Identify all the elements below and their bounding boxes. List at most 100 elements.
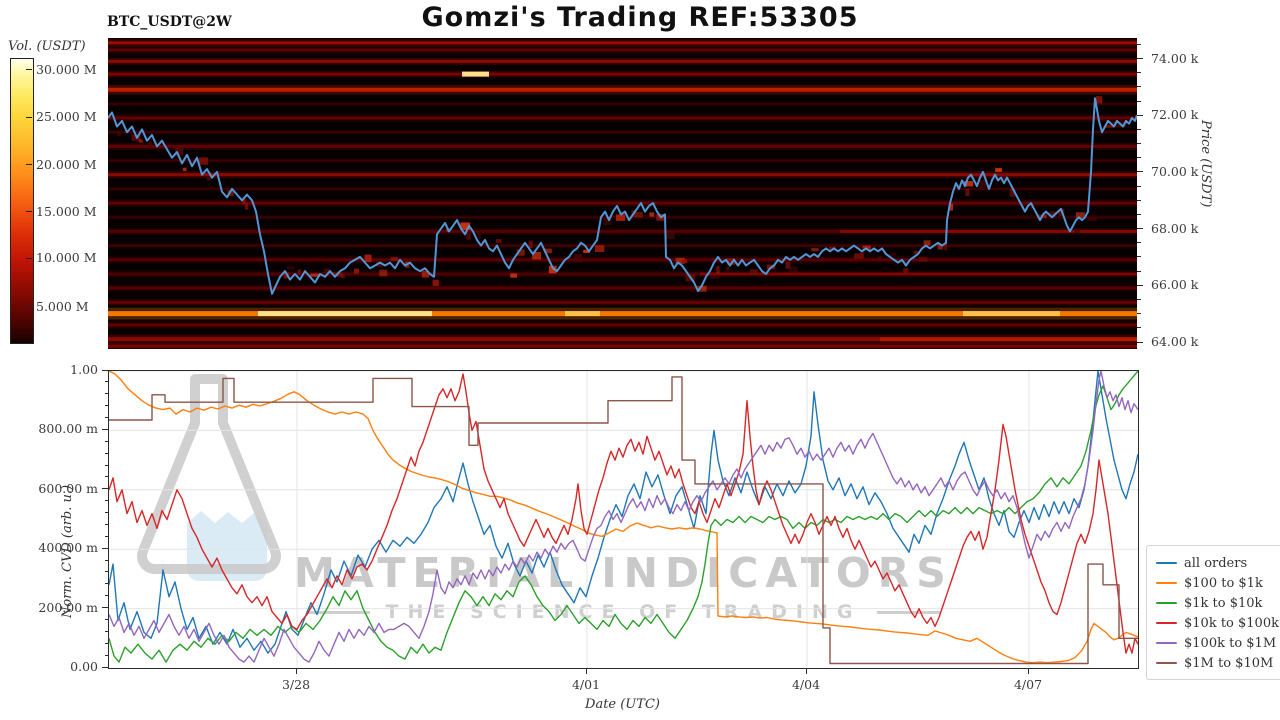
liquidity-band xyxy=(108,48,1137,52)
orderflow-marker xyxy=(510,273,517,278)
orderflow-marker xyxy=(460,222,471,230)
watermark-dash-right xyxy=(877,610,942,614)
cvd-tickmark xyxy=(102,547,108,549)
orderflow-marker xyxy=(1049,211,1056,218)
colorbar-tickmark xyxy=(26,69,32,71)
orderflow-marker xyxy=(709,275,720,280)
orderflow-marker xyxy=(595,245,605,252)
orderflow-marker xyxy=(615,214,626,221)
legend-label: $10k to $100k xyxy=(1184,615,1279,631)
liquidity-band xyxy=(108,337,1137,342)
liquidity-band xyxy=(108,323,1137,327)
colorbar-tick-label: 30.000 M xyxy=(36,61,97,77)
cvd-minor-tickmark xyxy=(104,559,108,561)
legend-swatch-all-orders xyxy=(1156,561,1177,565)
legend-item: $100k to $1M xyxy=(1156,633,1279,653)
watermark-tagline: THE SCIENCE OF TRADING xyxy=(109,601,1138,623)
liquidity-band xyxy=(108,300,1137,304)
price-minor-tickmark xyxy=(1137,185,1141,187)
volume-colorbar xyxy=(10,58,34,344)
orderflow-marker xyxy=(341,274,345,279)
orderflow-marker xyxy=(116,131,121,137)
orderflow-marker xyxy=(750,269,758,276)
colorbar-label: Vol. (USDT) xyxy=(8,39,86,54)
liquidity-band-segment xyxy=(700,272,1137,276)
price-tick-label: 64.00 k xyxy=(1151,334,1199,349)
orderflow-marker xyxy=(649,212,655,217)
cvd-minor-tickmark xyxy=(104,381,108,383)
cvd-tick-label: 400.00 m xyxy=(38,540,98,556)
heatmap-svg xyxy=(108,39,1137,349)
date-tickmark xyxy=(585,668,587,674)
liquidity-band xyxy=(108,87,1137,92)
colorbar-tick-label: 20.000 M xyxy=(36,156,97,172)
date-tickmark xyxy=(805,668,807,674)
orderflow-marker xyxy=(548,265,557,274)
orderflow-marker xyxy=(979,180,987,188)
orderflow-marker xyxy=(516,249,525,256)
cvd-tick-label: 600.00 m xyxy=(38,480,98,496)
date-tickmark xyxy=(1027,668,1029,674)
orderflow-marker xyxy=(376,261,383,268)
liquidity-band xyxy=(108,244,1137,247)
orderflow-marker xyxy=(244,203,249,210)
watermark: MATERIAL INDICATORS THE SCIENCE OF TRADI… xyxy=(109,371,1138,668)
cvd-tick-label: 0.00 xyxy=(70,659,98,674)
liquidity-band-segment xyxy=(462,71,489,77)
legend-swatch--1m-to-10m xyxy=(1156,661,1177,665)
liquidity-band xyxy=(108,59,1137,63)
legend-swatch--1k-to-10k xyxy=(1156,601,1177,605)
liquidity-band xyxy=(108,144,1137,148)
cvd-minor-tickmark xyxy=(104,464,108,466)
legend-swatch--100k-to-1m xyxy=(1156,641,1177,645)
legend: all orders $100 to $1k $1k to $10k $10k to … xyxy=(1146,545,1280,680)
cvd-minor-tickmark xyxy=(104,654,108,656)
orderflow-marker xyxy=(923,240,931,246)
orderflow-marker xyxy=(148,141,152,147)
orderflow-marker xyxy=(495,239,502,243)
price-tickmark xyxy=(1137,341,1143,343)
orderflow-marker xyxy=(583,249,590,253)
series--10k-to-100k xyxy=(109,373,1138,654)
orderflow-marker xyxy=(1009,189,1016,197)
orderflow-marker xyxy=(877,256,882,262)
cvd-minor-tickmark xyxy=(104,393,108,395)
watermark-brand-text: MATERIAL INDICATORS xyxy=(294,549,953,597)
cvd-minor-tickmark xyxy=(104,523,108,525)
price-minor-tickmark xyxy=(1137,270,1141,272)
orderflow-marker xyxy=(665,231,675,239)
colorbar-tickmark xyxy=(26,257,32,259)
orderflow-marker xyxy=(206,177,212,181)
liquidity-band-segment xyxy=(258,311,432,317)
watermark-tagline-text: THE SCIENCE OF TRADING xyxy=(385,601,862,623)
series--100k-to-1m xyxy=(109,371,1138,663)
liquidity-band xyxy=(108,72,1137,76)
legend-item: all orders xyxy=(1156,553,1279,573)
liquidity-band xyxy=(108,229,1137,233)
price-minor-tickmark xyxy=(1137,298,1141,300)
series--1m-to-10m xyxy=(109,376,1138,665)
cvd-tickmark xyxy=(102,607,108,609)
cvd-minor-tickmark xyxy=(104,618,108,620)
liquidity-band xyxy=(108,41,1137,45)
legend-swatch--10k-to-100k xyxy=(1156,621,1177,625)
orderflow-marker xyxy=(726,258,736,265)
orderflow-marker xyxy=(432,279,439,286)
orderflow-marker xyxy=(675,257,685,264)
cvd-tickmark xyxy=(102,369,108,371)
orderflow-marker xyxy=(544,248,552,254)
legend-item: $1k to $10k xyxy=(1156,593,1279,613)
price-minor-tickmark xyxy=(1137,128,1141,130)
cvd-minor-tickmark xyxy=(104,500,108,502)
price-minor-tickmark xyxy=(1137,213,1141,215)
orderflow-marker xyxy=(532,252,541,260)
price-minor-tickmark xyxy=(1137,72,1141,74)
orderflow-marker xyxy=(903,268,909,276)
orderbook-heatmap-panel xyxy=(108,38,1137,349)
orderflow-marker xyxy=(854,253,864,259)
price-axis-label: Price (USDT) xyxy=(1198,120,1213,208)
orderflow-marker xyxy=(528,240,533,249)
orderflow-marker xyxy=(466,233,471,240)
orderflow-marker xyxy=(919,256,928,262)
